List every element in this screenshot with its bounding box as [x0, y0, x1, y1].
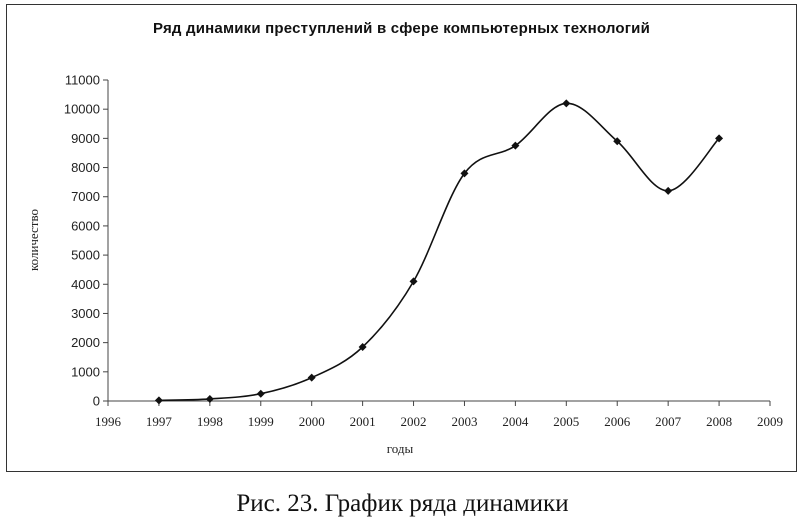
y-tick-label: 10000: [64, 102, 100, 117]
chart-title: Ряд динамики преступлений в сфере компью…: [152, 20, 651, 37]
data-point: [562, 99, 571, 108]
x-tick-label: 2002: [401, 414, 427, 429]
x-tick-label: 2004: [502, 414, 529, 429]
y-tick-label: 8000: [71, 160, 100, 175]
x-tick-label: 1999: [248, 414, 274, 429]
data-point: [613, 137, 622, 146]
series-line: [158, 102, 720, 402]
chart-axes: [107, 80, 770, 402]
x-tick-label: 2007: [655, 414, 682, 429]
x-tick-label: 2005: [553, 414, 579, 429]
data-point: [307, 373, 316, 382]
x-tick-label: 2003: [451, 414, 477, 429]
y-tick-label: 9000: [71, 131, 100, 146]
y-tick-label: 6000: [71, 218, 100, 233]
y-tick-label: 7000: [71, 189, 100, 204]
y-tick-label: 11000: [65, 73, 100, 88]
data-point: [460, 169, 469, 178]
figure-caption: Рис. 23. График ряда динамики: [236, 490, 569, 517]
x-tick-label: 2006: [604, 414, 631, 429]
x-tick-label: 1996: [95, 414, 122, 429]
y-tick-label: 1000: [71, 364, 100, 379]
x-tick-label: 2008: [706, 414, 732, 429]
x-axis-ticks: 1996 1997 1998 1999 2000 2001 2002 2003 2004 2005…: [95, 401, 783, 429]
chart-frame: [6, 4, 797, 472]
x-axis-label: годы: [386, 441, 414, 456]
data-point: [511, 141, 520, 150]
data-point: [664, 186, 673, 195]
x-tick-label: 1998: [197, 414, 223, 429]
data-point: [154, 396, 163, 405]
data-point: [409, 277, 418, 286]
x-tick-label: 2000: [299, 414, 325, 429]
x-tick-label: 1997: [146, 414, 173, 429]
y-tick-label: 4000: [71, 277, 100, 292]
y-tick-label: 5000: [71, 248, 100, 263]
data-point: [205, 394, 214, 403]
x-tick-label: 2009: [757, 414, 783, 429]
x-tick-label: 2001: [350, 414, 376, 429]
y-tick-label: 2000: [71, 335, 100, 350]
y-tick-label: 3000: [71, 306, 100, 321]
data-point: [256, 389, 265, 398]
y-tick-label: 0: [93, 394, 100, 409]
y-axis-ticks: 0 1000 2000 3000 4000 5000 6000 7000 8000 9000 100…: [64, 73, 108, 409]
data-point: [358, 343, 367, 352]
chart-series: [154, 99, 724, 405]
y-axis-label: количество: [26, 208, 41, 272]
data-point: [715, 134, 724, 143]
